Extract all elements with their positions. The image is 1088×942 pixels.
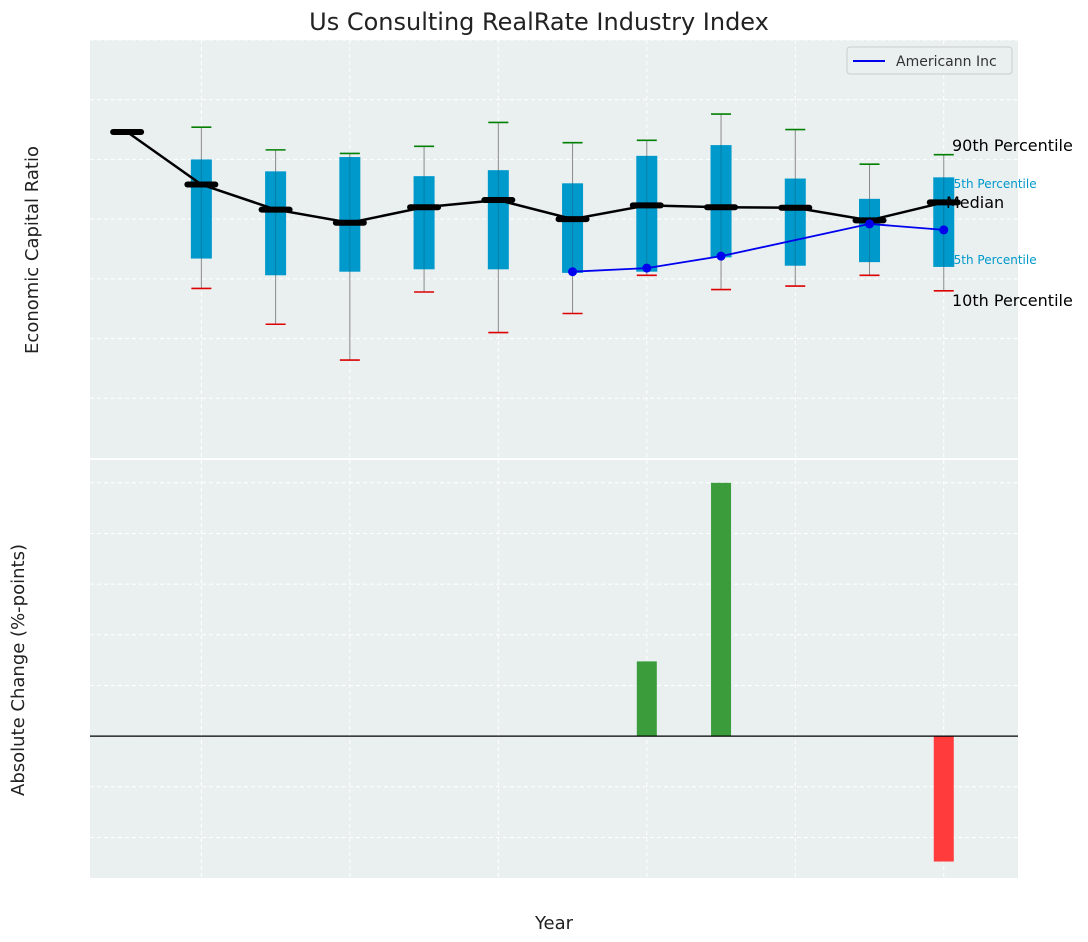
top-gridlines	[90, 39, 1018, 458]
change-bar-2018	[636, 661, 657, 737]
legend-box	[846, 46, 1013, 75]
bottom-y-axis-label: Absolute Change (%-points)	[8, 544, 29, 796]
annotation-25th: 25th Percentile	[946, 253, 1037, 267]
x-axis-label: Year	[534, 913, 574, 934]
top-chart-marks	[110, 113, 961, 361]
company-point-2022	[939, 225, 949, 235]
chart-title: Us Consulting RealRate Industry Index	[309, 8, 769, 36]
bottom-chart-marks	[90, 482, 1018, 862]
annotation-75th: 75th Percentile	[946, 177, 1037, 191]
legend: Americann Inc	[846, 46, 1013, 75]
annotation-median: Median	[946, 193, 1004, 212]
bottom-axes-background	[90, 460, 1018, 878]
company-point-2019	[716, 251, 726, 261]
change-bar-2022	[933, 736, 954, 862]
annotation-90th: 90th Percentile	[952, 136, 1073, 155]
legend-label: Americann Inc	[896, 54, 997, 70]
company-point-2018	[642, 263, 652, 273]
company-point-2017	[568, 267, 578, 277]
company-point-2021	[865, 219, 875, 229]
change-bar-2019	[711, 482, 732, 737]
top-y-axis-label: Economic Capital Ratio	[22, 146, 43, 354]
annotation-10th: 10th Percentile	[952, 291, 1073, 310]
